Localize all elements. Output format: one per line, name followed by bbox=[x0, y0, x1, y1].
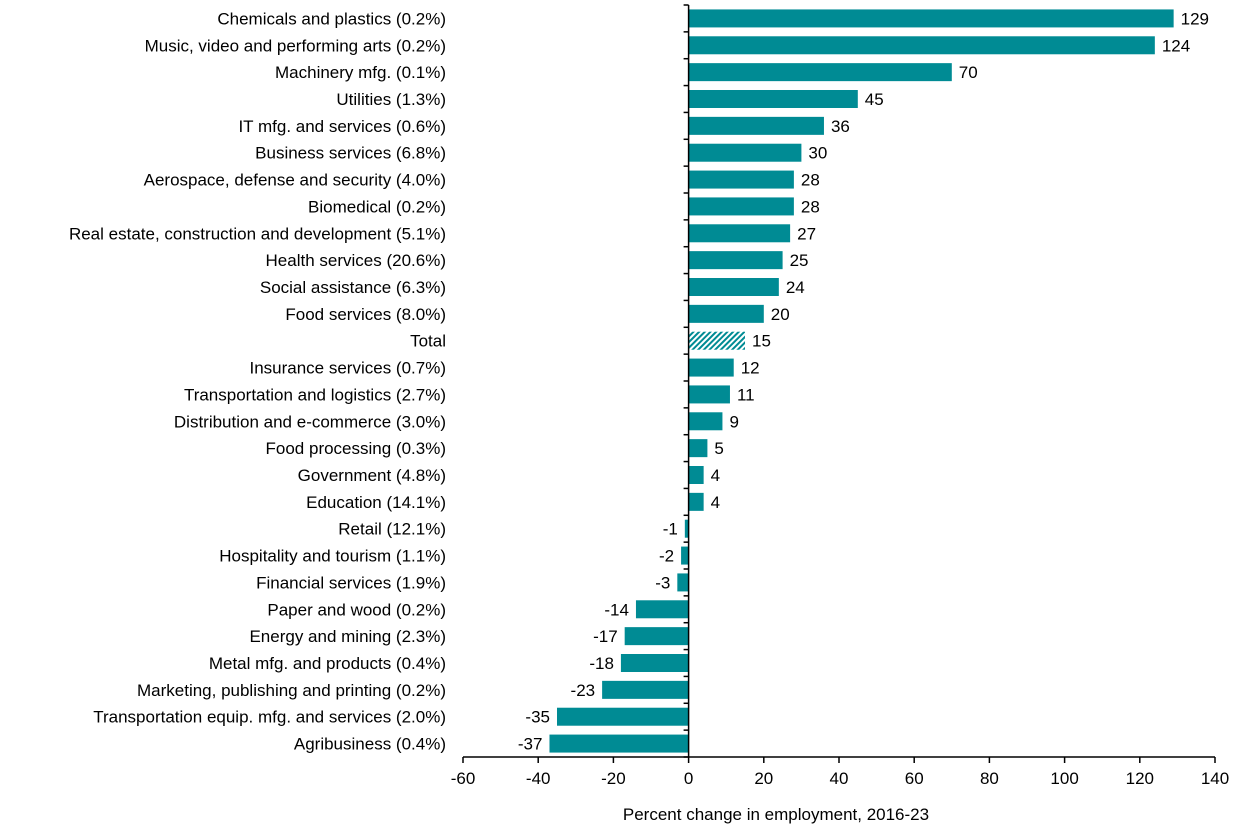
data-label: -14 bbox=[604, 600, 629, 619]
bar bbox=[688, 143, 802, 162]
bar bbox=[677, 573, 689, 592]
bar bbox=[688, 36, 1155, 55]
data-label: 5 bbox=[714, 439, 723, 458]
category-label: Music, video and performing arts (0.2%) bbox=[145, 36, 446, 55]
data-label: 45 bbox=[865, 90, 884, 109]
data-label: 28 bbox=[801, 197, 820, 216]
bar bbox=[688, 331, 745, 350]
bar bbox=[688, 439, 708, 458]
bar bbox=[684, 519, 689, 538]
bar bbox=[688, 170, 794, 189]
data-label: 20 bbox=[771, 305, 790, 324]
category-label: Machinery mfg. (0.1%) bbox=[275, 63, 446, 82]
category-label: Agribusiness (0.4%) bbox=[294, 735, 446, 754]
category-label: Financial services (1.9%) bbox=[256, 573, 446, 592]
bar bbox=[549, 734, 689, 753]
bar bbox=[681, 546, 689, 565]
bar bbox=[688, 492, 704, 511]
data-label: 12 bbox=[741, 359, 760, 378]
bar bbox=[688, 412, 723, 431]
data-label: 24 bbox=[786, 278, 805, 297]
x-tick-label: 60 bbox=[905, 769, 924, 788]
bar bbox=[688, 385, 730, 404]
bar bbox=[688, 63, 952, 82]
data-label: 27 bbox=[797, 224, 816, 243]
category-label: Health services (20.6%) bbox=[266, 251, 446, 270]
data-label: -37 bbox=[518, 735, 543, 754]
data-label: 15 bbox=[752, 332, 771, 351]
data-label: 25 bbox=[790, 251, 809, 270]
data-label: -1 bbox=[663, 520, 678, 539]
x-tick-label: -20 bbox=[601, 769, 626, 788]
data-label: 9 bbox=[729, 412, 738, 431]
category-label: Food services (8.0%) bbox=[285, 305, 446, 324]
data-label: -18 bbox=[589, 654, 614, 673]
category-label: Utilities (1.3%) bbox=[336, 90, 446, 109]
x-tick-label: -40 bbox=[526, 769, 551, 788]
x-tick-label: 40 bbox=[830, 769, 849, 788]
category-label: Marketing, publishing and printing (0.2%… bbox=[137, 681, 446, 700]
data-label: 36 bbox=[831, 117, 850, 136]
category-label: Metal mfg. and products (0.4%) bbox=[209, 654, 446, 673]
data-label: -3 bbox=[655, 573, 670, 592]
bar bbox=[688, 9, 1174, 28]
data-label: 30 bbox=[808, 144, 827, 163]
x-tick-label: 140 bbox=[1201, 769, 1229, 788]
bar bbox=[688, 304, 764, 323]
bar bbox=[688, 251, 783, 270]
data-label: -2 bbox=[659, 547, 674, 566]
bar bbox=[635, 600, 689, 619]
data-label: -23 bbox=[571, 681, 596, 700]
category-label: Real estate, construction and developmen… bbox=[69, 224, 446, 243]
bar bbox=[620, 654, 689, 672]
bar bbox=[688, 466, 704, 484]
category-label: Chemicals and plastics (0.2%) bbox=[217, 9, 446, 28]
category-label: Aerospace, defense and security (4.0%) bbox=[144, 171, 446, 190]
x-tick-label: 100 bbox=[1050, 769, 1078, 788]
bar bbox=[688, 358, 734, 377]
bar bbox=[688, 90, 858, 108]
category-label: IT mfg. and services (0.6%) bbox=[238, 117, 446, 136]
category-label: Education (14.1%) bbox=[306, 493, 446, 512]
data-label: 28 bbox=[801, 171, 820, 190]
category-label: Distribution and e-commerce (3.0%) bbox=[174, 412, 446, 431]
bar bbox=[557, 707, 689, 726]
x-tick-label: 120 bbox=[1126, 769, 1154, 788]
x-tick-label: 80 bbox=[980, 769, 999, 788]
bar bbox=[688, 116, 824, 135]
x-tick-label: -60 bbox=[451, 769, 476, 788]
x-tick-label: 20 bbox=[754, 769, 773, 788]
category-label: Energy and mining (2.3%) bbox=[249, 627, 446, 646]
category-label: Insurance services (0.7%) bbox=[249, 359, 446, 378]
category-label: Transportation and logistics (2.7%) bbox=[184, 385, 446, 404]
data-label: 129 bbox=[1181, 9, 1209, 28]
category-label: Retail (12.1%) bbox=[338, 520, 446, 539]
x-axis-label: Percent change in employment, 2016-23 bbox=[623, 805, 929, 824]
bar bbox=[602, 680, 689, 699]
category-label: Government (4.8%) bbox=[298, 466, 446, 485]
category-label: Paper and wood (0.2%) bbox=[267, 600, 446, 619]
data-label: 124 bbox=[1162, 36, 1190, 55]
x-tick-label: 0 bbox=[684, 769, 693, 788]
category-label: Transportation equip. mfg. and services … bbox=[93, 708, 446, 727]
category-label: Hospitality and tourism (1.1%) bbox=[219, 547, 446, 566]
bar bbox=[688, 197, 794, 216]
bar bbox=[624, 627, 689, 646]
category-label: Food processing (0.3%) bbox=[266, 439, 446, 458]
data-label: -17 bbox=[593, 627, 618, 646]
data-label: 11 bbox=[737, 385, 755, 404]
category-label: Business services (6.8%) bbox=[255, 144, 446, 163]
data-label: -35 bbox=[525, 708, 550, 727]
data-label: 4 bbox=[711, 493, 720, 512]
data-label: 70 bbox=[959, 63, 978, 82]
category-label: Social assistance (6.3%) bbox=[260, 278, 446, 297]
category-label: Biomedical (0.2%) bbox=[308, 197, 446, 216]
data-label: 4 bbox=[711, 466, 720, 485]
bar bbox=[688, 278, 779, 296]
bar bbox=[688, 224, 791, 243]
category-label: Total bbox=[410, 332, 446, 351]
